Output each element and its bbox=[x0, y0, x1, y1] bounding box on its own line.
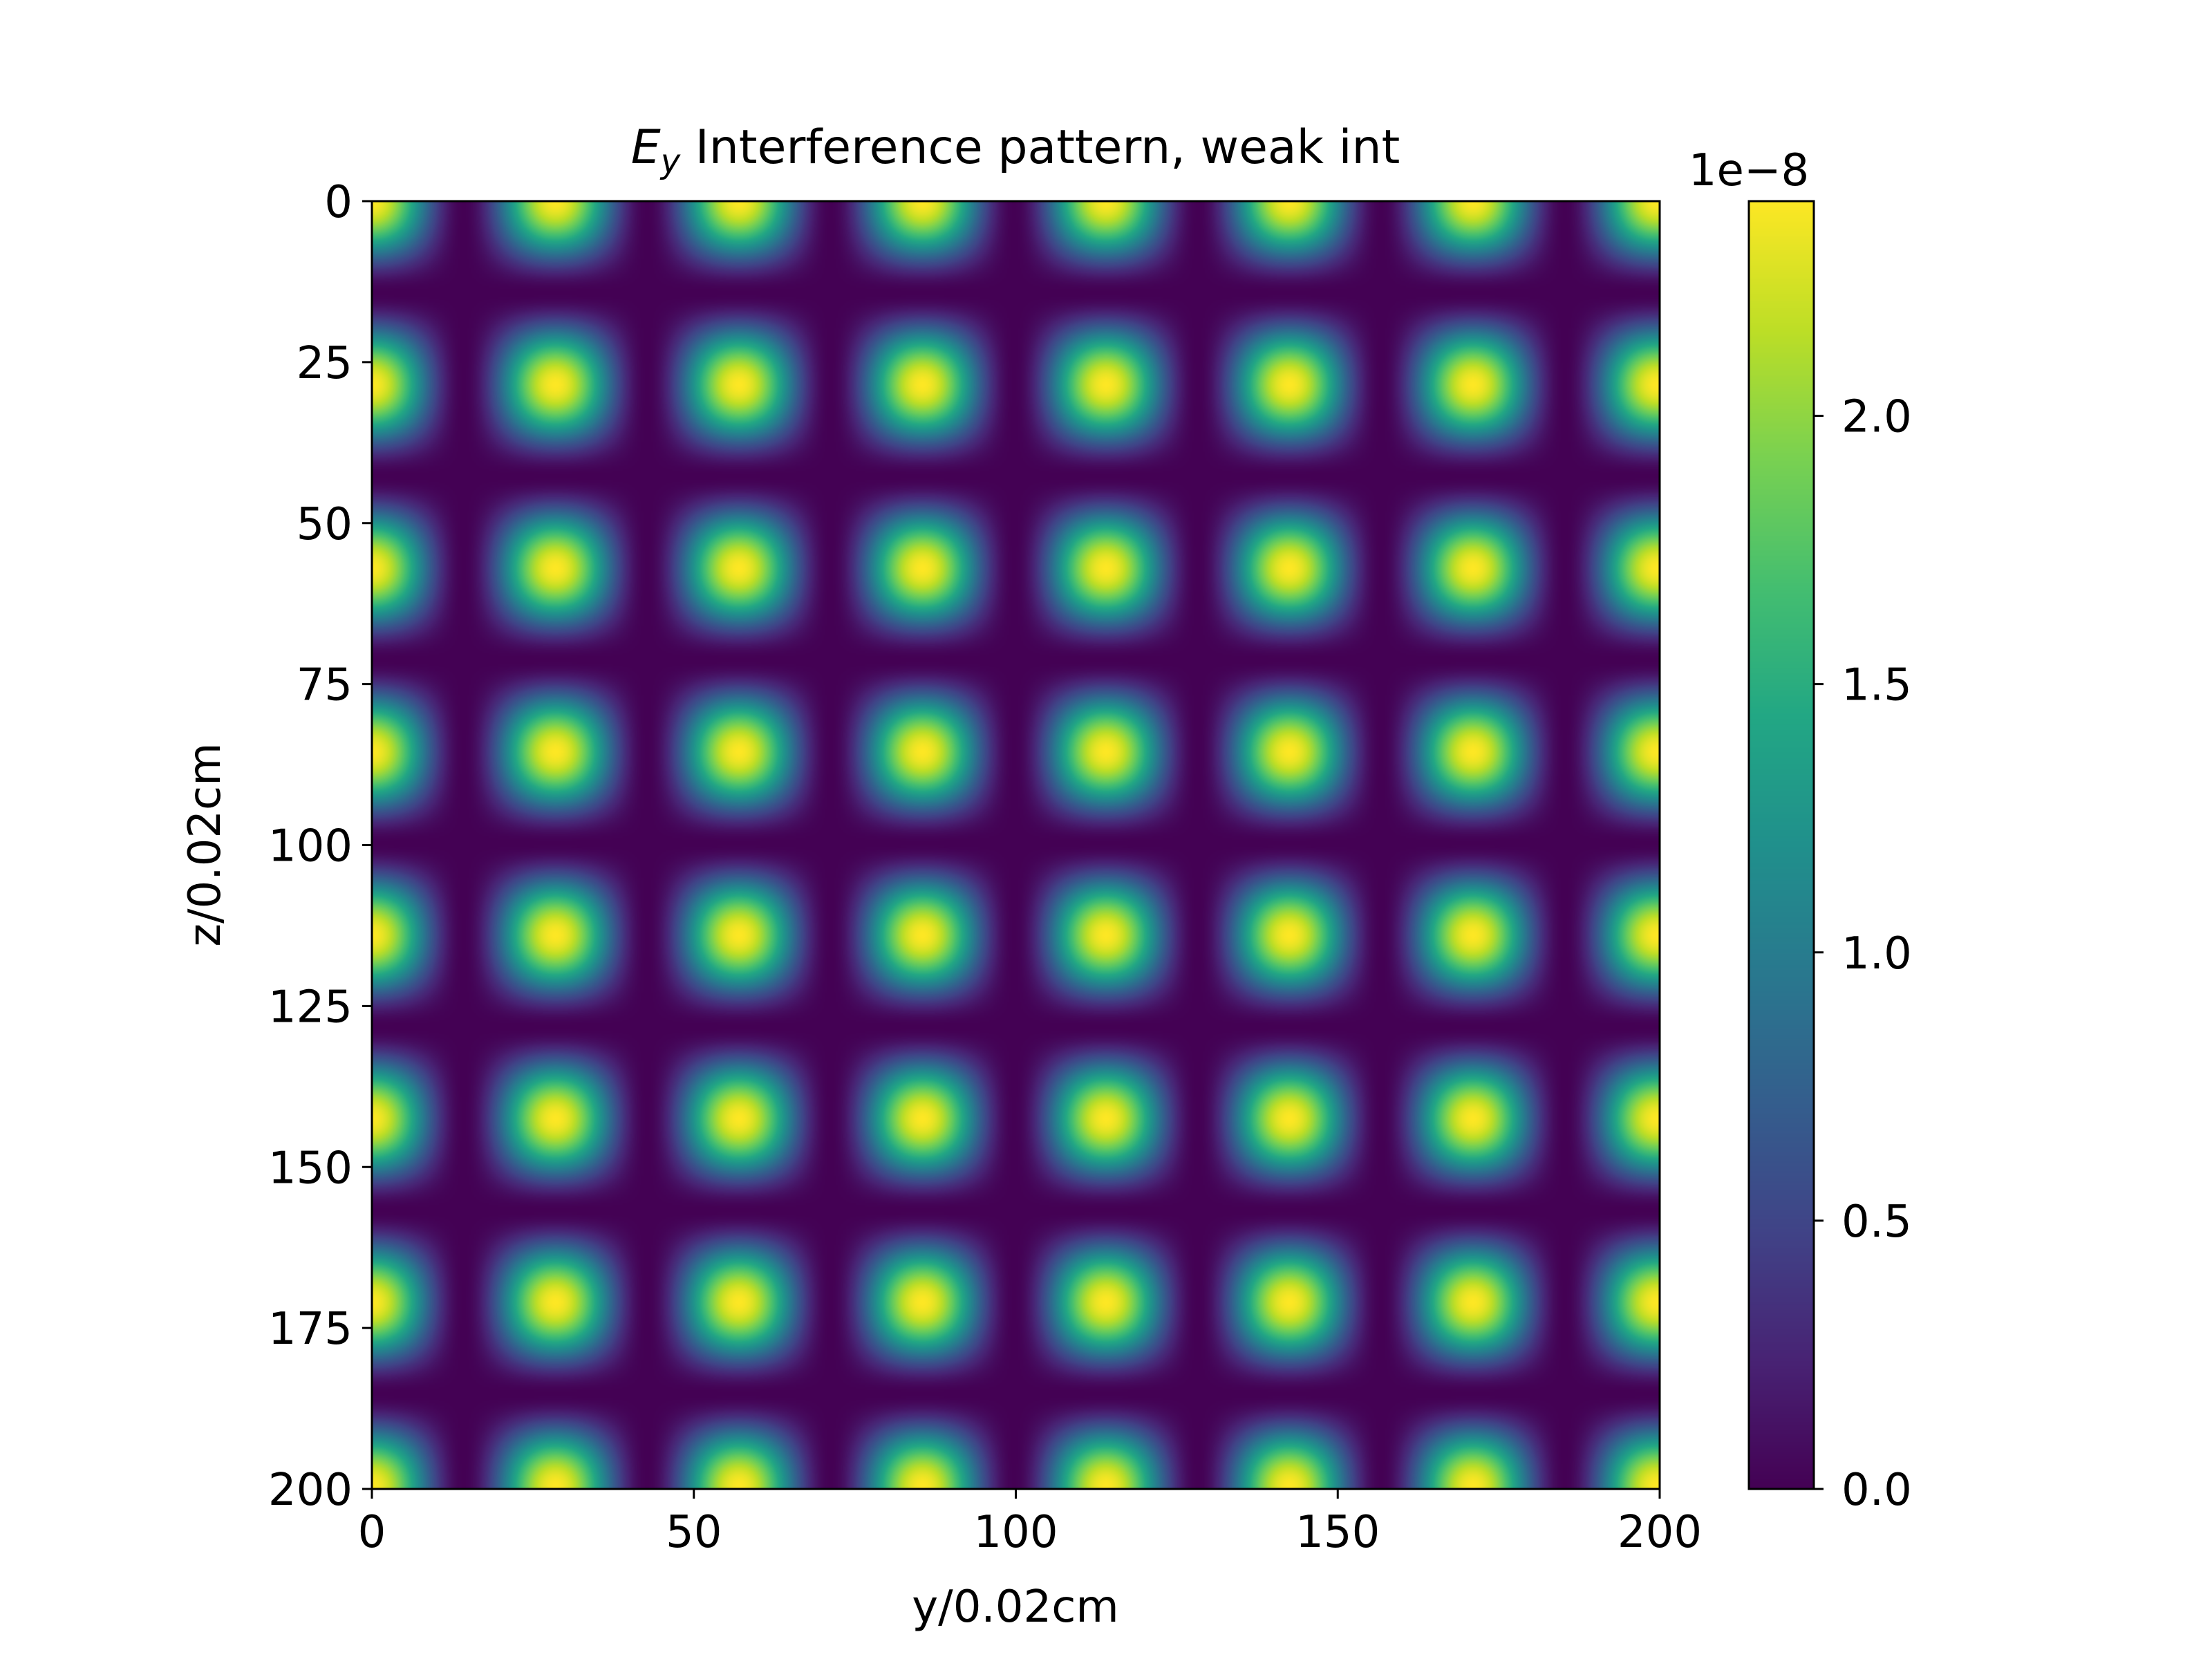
colorbar-tick-label: 0.5 bbox=[1841, 1197, 1912, 1248]
y-tick-label: 200 bbox=[268, 1465, 353, 1516]
plot-frame bbox=[371, 200, 1661, 1490]
y-tick-label: 100 bbox=[268, 821, 353, 872]
x-tick-label: 0 bbox=[358, 1507, 386, 1558]
x-tick-label: 150 bbox=[1295, 1507, 1380, 1558]
y-axis-label: z/0.02cm bbox=[180, 742, 231, 946]
colorbar-tick-label: 1.5 bbox=[1841, 660, 1912, 711]
chart-title: Ey Interference pattern, weak int bbox=[631, 120, 1400, 181]
heatmap-image bbox=[372, 201, 1660, 1489]
y-tick-label: 125 bbox=[268, 982, 353, 1033]
title-e: E bbox=[631, 120, 661, 175]
title-sub: y bbox=[659, 142, 681, 181]
y-tick-label: 50 bbox=[297, 499, 353, 550]
x-tick-label: 100 bbox=[973, 1507, 1058, 1558]
y-tick-label: 175 bbox=[268, 1304, 353, 1355]
x-axis-label: y/0.02cm bbox=[912, 1582, 1118, 1633]
colorbar-frame bbox=[1747, 200, 1815, 1490]
y-axis: 0 25 50 75 100 125 150 175 200 bbox=[268, 177, 372, 1516]
x-tick-label: 200 bbox=[1618, 1507, 1702, 1558]
x-tick-label: 50 bbox=[666, 1507, 722, 1558]
y-tick-label: 25 bbox=[297, 338, 353, 389]
y-tick-label: 150 bbox=[268, 1143, 353, 1194]
y-tick-label: 0 bbox=[324, 177, 353, 228]
y-tick-label: 75 bbox=[297, 660, 353, 711]
colorbar-offset-label: 1e−8 bbox=[1689, 145, 1809, 196]
colorbar-tick-label: 0.0 bbox=[1841, 1465, 1912, 1516]
title-rest: Interference pattern, weak int bbox=[680, 120, 1400, 175]
colorbar-axis: 0.0 0.5 1.0 1.5 2.0 bbox=[1814, 392, 1912, 1516]
colorbar-tick-label: 1.0 bbox=[1841, 928, 1912, 980]
colorbar-gradient bbox=[1749, 201, 1814, 1489]
colorbar-tick-label: 2.0 bbox=[1841, 392, 1912, 443]
x-axis: 0 50 100 150 200 bbox=[358, 1489, 1702, 1558]
